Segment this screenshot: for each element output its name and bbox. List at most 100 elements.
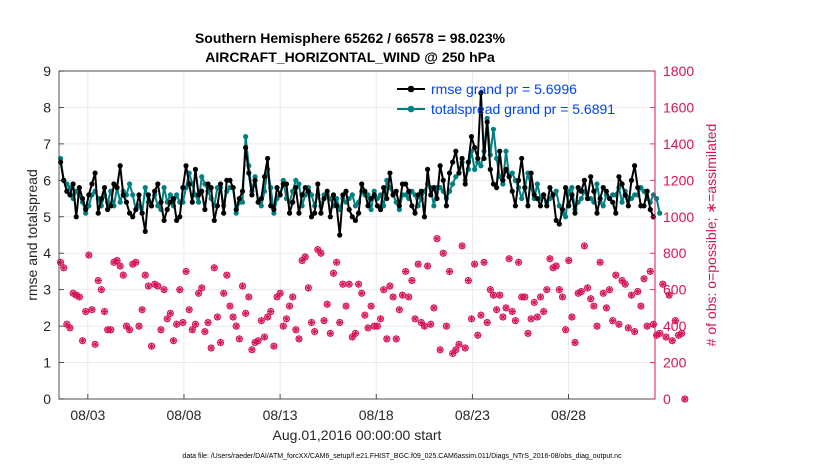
obs-assimilated-marker	[348, 333, 356, 341]
rmse-point	[403, 181, 409, 187]
obs-assimilated-marker	[618, 276, 626, 285]
obs-assimilated-marker	[452, 346, 460, 354]
y-left-tick-label: 2	[43, 318, 51, 334]
totalspread-point	[83, 210, 89, 216]
rmse-point	[70, 181, 76, 187]
rmse-point	[487, 166, 493, 172]
obs-assimilated-marker	[176, 286, 184, 294]
rmse-point	[493, 185, 500, 191]
rmse-point	[92, 170, 98, 176]
obs-count-marks	[56, 235, 689, 403]
rmse-point	[503, 166, 509, 172]
obs-assimilated-marker	[458, 242, 466, 250]
obs-assimilated-marker	[659, 280, 667, 288]
obs-assimilated-marker	[414, 260, 422, 268]
obs-assimilated-marker	[609, 317, 617, 325]
obs-assimilated-marker	[596, 258, 604, 266]
obs-assimilated-marker	[242, 309, 250, 317]
obs-assimilated-marker	[652, 331, 661, 339]
rmse-point	[337, 232, 343, 238]
obs-assimilated-marker	[238, 282, 247, 290]
totalspread-point	[431, 203, 437, 209]
obs-assimilated-marker	[342, 302, 350, 310]
rmse-point	[299, 192, 305, 198]
y-right-tick-label: 200	[663, 355, 687, 371]
rmse-point	[239, 188, 246, 194]
rmse-point	[101, 185, 108, 191]
obs-assimilated-marker	[213, 313, 222, 321]
rmse-point	[409, 203, 415, 209]
totalspread-point	[126, 181, 133, 187]
rmse-point	[195, 192, 202, 198]
y-right-tick-label: 1800	[663, 63, 694, 79]
rmse-point	[108, 203, 114, 209]
obs-assimilated-marker	[627, 291, 636, 299]
y-axis-right-label: # of obs: o=possible; ∗=assimilated	[703, 124, 719, 347]
totalspread-point	[396, 206, 402, 213]
totalspread-point	[308, 192, 315, 198]
totalspread-point	[569, 185, 575, 191]
obs-assimilated-marker	[345, 280, 353, 288]
obs-assimilated-marker	[549, 264, 557, 272]
rmse-point	[384, 195, 390, 202]
obs-assimilated-marker	[157, 326, 165, 334]
rmse-point	[428, 192, 434, 198]
obs-assimilated-marker	[574, 289, 582, 297]
obs-assimilated-marker	[474, 331, 482, 339]
obs-assimilated-marker	[285, 302, 294, 310]
rmse-point	[79, 195, 86, 202]
obs-assimilated-marker	[216, 338, 225, 347]
rmse-point	[472, 144, 478, 151]
rmse-point	[377, 206, 384, 213]
x-tick-label: 08/03	[70, 407, 105, 423]
rmse-point	[390, 192, 396, 198]
totalspread-point	[578, 195, 584, 202]
obs-assimilated-marker	[376, 315, 385, 323]
rmse-point	[396, 203, 402, 209]
obs-assimilated-marker	[60, 264, 68, 272]
y-left-tick-label: 6	[43, 172, 51, 188]
y-right-tick-label: 1200	[663, 172, 694, 188]
obs-assimilated-marker	[634, 287, 642, 296]
totalspread-point	[553, 188, 559, 194]
rmse-point	[139, 210, 145, 216]
obs-assimilated-marker	[358, 289, 366, 297]
obs-assimilated-marker	[643, 322, 651, 330]
rmse-point	[406, 188, 412, 194]
totalspread-point	[161, 185, 167, 191]
totalspread-point	[534, 181, 540, 187]
legend: rmse grand pr = 5.6996 totalspread grand…	[397, 81, 615, 117]
obs-assimilated-marker	[194, 289, 203, 297]
rmse-point	[105, 206, 111, 213]
rmse-point	[318, 210, 324, 216]
obs-assimilated-marker	[417, 318, 425, 327]
obs-assimilated-marker	[392, 335, 400, 343]
obs-assimilated-marker	[63, 320, 71, 328]
obs-assimilated-marker	[147, 342, 156, 350]
obs-assimilated-marker	[110, 258, 118, 266]
rmse-point	[243, 144, 249, 151]
totalspread-point	[472, 166, 478, 172]
obs-assimilated-marker	[264, 313, 272, 321]
obs-assimilated-marker	[298, 256, 306, 265]
obs-assimilated-marker	[85, 251, 93, 259]
obs-assimilated-marker	[100, 307, 109, 316]
obs-assimilated-marker	[383, 335, 391, 343]
obs-assimilated-marker	[289, 293, 297, 301]
rmse-point	[349, 214, 355, 220]
obs-assimilated-marker	[408, 276, 416, 285]
obs-assimilated-marker	[395, 306, 403, 314]
rmse-point	[600, 185, 606, 191]
data-file-footnote: data file: /Users/raeder/DAI/ATM_forcXX/…	[182, 453, 622, 460]
rmse-point	[199, 188, 205, 194]
obs-assimilated-marker	[107, 326, 115, 334]
obs-assimilated-marker	[527, 315, 535, 323]
obs-assimilated-marker	[320, 317, 328, 325]
obs-assimilated-marker	[311, 327, 319, 336]
obs-assimilated-marker	[480, 258, 488, 266]
totalspread-point	[239, 199, 246, 205]
rmse-point	[478, 90, 484, 96]
rmse-point	[265, 155, 271, 162]
obs-assimilated-marker	[179, 318, 187, 327]
totalspread-point	[155, 203, 161, 209]
